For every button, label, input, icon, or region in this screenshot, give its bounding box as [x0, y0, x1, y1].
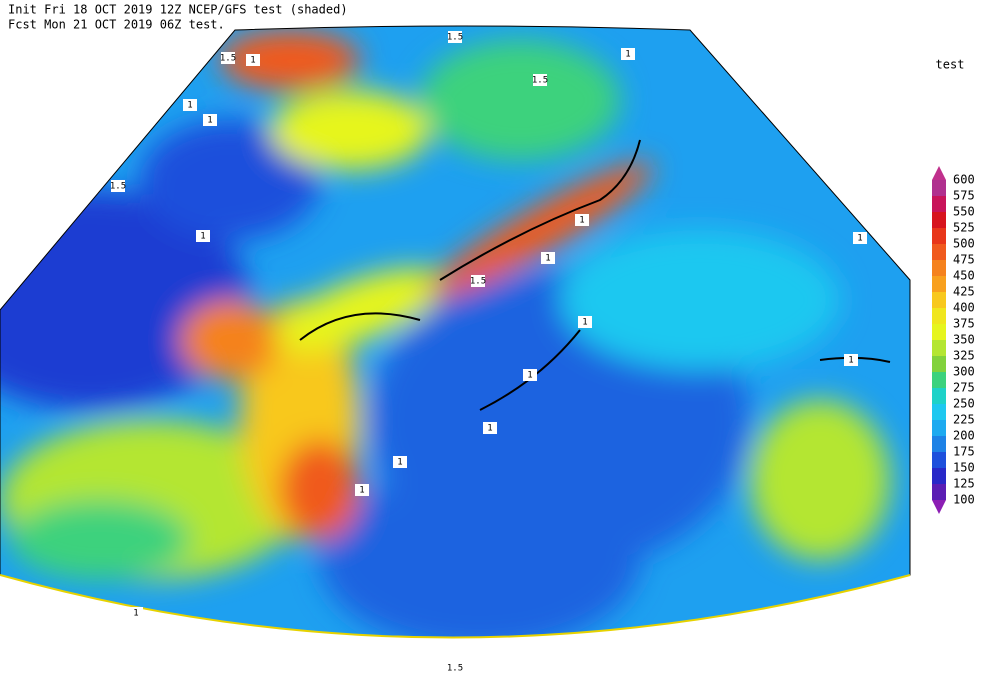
- colorbar-label: 175: [953, 445, 975, 459]
- contour-label-box: [575, 214, 589, 226]
- contour-label: 1: [200, 232, 205, 242]
- colorbar-label: 100: [953, 493, 975, 507]
- contour-label-box: [483, 422, 497, 434]
- colorbar: 100 125 150 175 200 225 250 275 300 325 350 375 400 4…: [932, 166, 975, 514]
- colorbar-swatch: [932, 420, 946, 436]
- colorbar-label: 475: [953, 253, 975, 267]
- colorbar-swatch: [932, 436, 946, 452]
- colorbar-swatch: [932, 484, 946, 500]
- colorbar-swatch: [932, 356, 946, 372]
- contour-label: 1: [527, 371, 532, 381]
- colorbar-label: 425: [953, 285, 975, 299]
- colorbar-label: 150: [953, 461, 975, 475]
- colorbar-swatch: [932, 372, 946, 388]
- contour-label: 1: [857, 234, 862, 244]
- colorbar-label: 550: [953, 205, 975, 219]
- contour-label-box: [844, 354, 858, 366]
- colorbar-label: 325: [953, 349, 975, 363]
- colorbar-label: 300: [953, 365, 975, 379]
- colorbar-label: 575: [953, 189, 975, 203]
- contour-label: 1: [250, 56, 255, 66]
- colorbar-top-arrow: [932, 166, 946, 180]
- colorbar-label: 200: [953, 429, 975, 443]
- colorbar-swatch: [932, 324, 946, 340]
- colorbar-label: 450: [953, 269, 975, 283]
- contour-label-box: [196, 230, 210, 242]
- contour-label-box: [183, 99, 197, 111]
- contour-label: 1: [582, 318, 587, 328]
- contour-label-box: [541, 252, 555, 264]
- colorbar-label: 525: [953, 221, 975, 235]
- colorbar-label: 125: [953, 477, 975, 491]
- contour-label: 1.5: [532, 76, 548, 86]
- contour-label: 1: [625, 50, 630, 60]
- contour-label-box: [533, 74, 547, 86]
- colorbar-swatch: [932, 212, 946, 228]
- colorbar-bottom-arrow: [932, 500, 946, 514]
- colorbar-swatch: [932, 404, 946, 420]
- colorbar-label: 250: [953, 397, 975, 411]
- colorbar-label: 600: [953, 173, 975, 187]
- contour-label: 1: [187, 101, 192, 111]
- map-bottom-edge: [0, 574, 911, 639]
- colorbar-label: 500: [953, 237, 975, 251]
- colorbar-swatch: [932, 308, 946, 324]
- contour-label: 1.5: [447, 33, 463, 43]
- contour-label: 1.5: [470, 277, 486, 287]
- colorbar-swatch: [932, 292, 946, 308]
- colorbar-swatch: [932, 452, 946, 468]
- contour-label: 1: [579, 216, 584, 226]
- contour-label-box: [111, 180, 125, 192]
- contour-label-box: [578, 316, 592, 328]
- colorbar-swatch: [932, 388, 946, 404]
- colorbar-label: 375: [953, 317, 975, 331]
- contour-label-box: [471, 275, 485, 287]
- colorbar-swatch: [932, 276, 946, 292]
- contour-label: 1: [848, 356, 853, 366]
- colorbar-label: 400: [953, 301, 975, 315]
- contour-label: 1: [545, 254, 550, 264]
- colorbar-swatch: [932, 228, 946, 244]
- contour-label: 1: [397, 458, 402, 468]
- contour-label-box: [355, 484, 369, 496]
- header-line-1: Init Fri 18 OCT 2019 12Z NCEP/GFS test (…: [8, 3, 348, 17]
- contour-label-box: [246, 54, 260, 66]
- colorbar-swatch: [932, 340, 946, 356]
- contour-label-box: [129, 607, 143, 619]
- contour-label: 1.5: [110, 182, 126, 192]
- contour-label-box: [621, 48, 635, 60]
- legend-title: test: [936, 58, 965, 72]
- contour-label-box: [448, 31, 462, 43]
- colorbar-swatch: [932, 468, 946, 484]
- contour-label: 1.5: [220, 54, 236, 64]
- contour-label-box: [448, 662, 462, 674]
- contour-label-box: [221, 52, 235, 64]
- contour-label-box: [523, 369, 537, 381]
- contour-label-group: 1.5 1.5 1 1 1 1.5 1 1.5 1 1 1 1 1 1.5 1 1 1 1 1 1 1.5: [110, 31, 867, 674]
- colorbar-label: 275: [953, 381, 975, 395]
- contour-label-box: [853, 232, 867, 244]
- colorbar-label: 225: [953, 413, 975, 427]
- contour-label: 1: [133, 609, 138, 619]
- colorbar-swatch: [932, 196, 946, 212]
- contour-label-box: [203, 114, 217, 126]
- header-line-2: Fcst Mon 21 OCT 2019 06Z test.: [8, 18, 225, 32]
- colorbar-swatch: [932, 180, 946, 196]
- colorbar-swatch: [932, 260, 946, 276]
- contour-label: 1: [359, 486, 364, 496]
- contour-label: 1: [487, 424, 492, 434]
- contour-label: 1.5: [447, 664, 463, 674]
- colorbar-label: 350: [953, 333, 975, 347]
- contour-label-box: [393, 456, 407, 468]
- contour-label: 1: [207, 116, 212, 126]
- colorbar-swatch: [932, 244, 946, 260]
